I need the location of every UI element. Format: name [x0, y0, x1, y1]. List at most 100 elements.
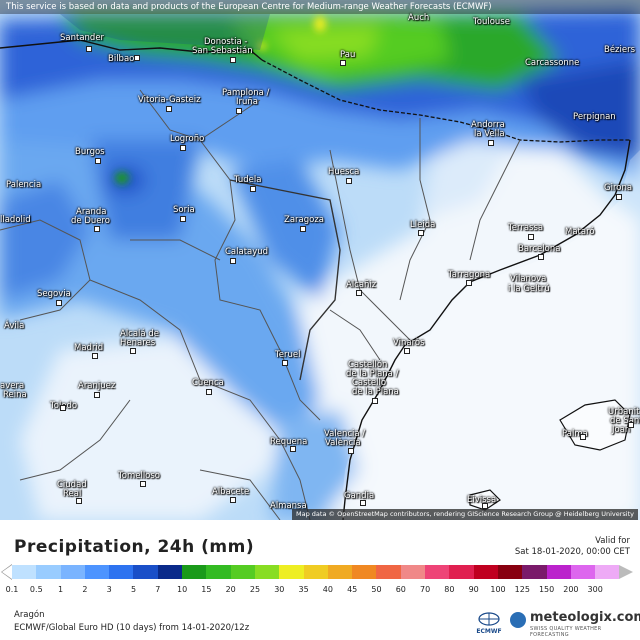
scale-swatch [449, 565, 474, 579]
city-label: Perpignan [573, 112, 616, 122]
city-marker [628, 422, 634, 428]
city-marker [482, 503, 488, 509]
city-marker [86, 46, 92, 52]
city-marker [466, 280, 472, 286]
scale-swatch [376, 565, 401, 579]
city-label: Zaragoza [284, 215, 325, 225]
city-label: avera [0, 381, 25, 391]
city-label: Joan [612, 425, 631, 435]
scale-swatch [400, 565, 426, 579]
meteologix-logo[interactable]: meteologix.com SWISS QUALITY WEATHER FOR… [510, 610, 640, 638]
scale-swatch [109, 565, 134, 579]
brand-tagline: SWISS QUALITY WEATHER FORECASTING [530, 626, 602, 638]
city-marker [56, 300, 62, 306]
city-label: Béziers [604, 45, 636, 55]
scale-tick: 45 [347, 585, 358, 594]
scale-tick: 3 [106, 585, 112, 594]
scale-swatch [206, 565, 231, 579]
color-scale-bar [12, 565, 620, 579]
city-label: Segovia [37, 289, 71, 299]
city-marker [348, 448, 354, 454]
city-marker [290, 446, 296, 452]
city-label: Real [63, 489, 82, 499]
city-label: Ávila [4, 321, 25, 331]
city-label: Burgos [75, 147, 105, 157]
scale-tick: 125 [514, 585, 530, 594]
city-label: Toulouse [473, 17, 510, 27]
scale-swatch [36, 565, 61, 579]
city-label: Tarragona [448, 270, 491, 280]
scale-swatch [60, 565, 85, 579]
region-name: Aragón [14, 610, 45, 620]
scale-low-arrow [2, 565, 12, 579]
city-label: de la Plana / [346, 369, 399, 379]
scale-tick: 90 [468, 585, 479, 594]
city-label: Albacete [212, 487, 250, 497]
city-label: Urbanit [608, 407, 640, 417]
ecmwf-banner: This service is based on data and produc… [0, 0, 640, 14]
scale-tick: 20 [225, 585, 236, 594]
city-label: lladolid [0, 215, 31, 225]
city-marker [404, 348, 410, 354]
city-label: Iruña [236, 97, 258, 107]
city-label: Soria [173, 205, 195, 215]
scale-swatch [497, 565, 523, 579]
city-marker [134, 55, 140, 61]
city-label: Carcassonne [525, 58, 580, 68]
precipitation-map[interactable]: This service is based on data and produc… [0, 0, 640, 520]
city-label: la Vella [474, 129, 505, 139]
scale-swatch [279, 565, 304, 579]
city-label: San Sebastián [192, 46, 253, 56]
city-label: Pau [340, 50, 356, 60]
city-label: Vitoria-Gasteiz [138, 95, 201, 105]
city-marker [418, 230, 424, 236]
map-attribution[interactable]: Map data © OpenStreetMap contributors, r… [292, 509, 638, 520]
city-label: València [325, 438, 361, 448]
city-marker [580, 434, 586, 440]
city-label: Cuenca [192, 378, 224, 388]
city-marker [92, 353, 98, 359]
city-label: Terrassa [508, 223, 544, 233]
map-canvas [0, 0, 640, 520]
scale-tick: 25 [249, 585, 261, 594]
ecmwf-logo[interactable]: ECMWF [476, 612, 502, 635]
city-label: Vinaròs [393, 338, 425, 348]
scale-tick: 1 [58, 585, 64, 594]
city-marker [340, 60, 346, 66]
province-borders [0, 89, 521, 520]
valid-time: Valid for Sat 18-01-2020, 00:00 CET [515, 536, 630, 558]
city-marker [356, 290, 362, 296]
city-marker [236, 108, 242, 114]
scale-tick: 0.5 [29, 585, 43, 594]
scale-tick: 300 [587, 585, 603, 594]
city-marker [230, 497, 236, 503]
valid-datetime: Sat 18-01-2020, 00:00 CET [514, 547, 630, 557]
city-marker [488, 140, 494, 146]
city-label: Auch [408, 13, 430, 23]
scale-swatch [327, 565, 353, 579]
city-marker [94, 392, 100, 398]
scale-swatch [352, 565, 377, 579]
city-label: Gandia [344, 491, 375, 501]
city-label: Teruel [275, 350, 301, 360]
scale-tick: 80 [444, 585, 455, 594]
scale-tick: 60 [395, 585, 406, 594]
model-run: ECMWF/Global Euro HD (10 days) from 14-0… [14, 623, 250, 633]
city-marker [180, 145, 186, 151]
scale-tick: 5 [130, 585, 137, 594]
city-label: Eivissa [467, 495, 497, 505]
scale-tick: 30 [274, 585, 285, 594]
scale-swatch [546, 565, 571, 579]
scale-swatch [182, 565, 207, 579]
scale-tick: 200 [563, 585, 579, 594]
scale-swatch [84, 565, 110, 579]
city-label: Ciudad [57, 480, 87, 490]
city-marker [94, 226, 100, 232]
city-label: Vilanova [510, 274, 547, 284]
city-label: Calatayud [225, 247, 269, 257]
city-marker [282, 360, 288, 366]
scale-swatch [570, 565, 596, 579]
city-label: Pamplona / [222, 88, 270, 98]
city-marker [60, 405, 66, 411]
scale-tick: 70 [420, 585, 431, 594]
